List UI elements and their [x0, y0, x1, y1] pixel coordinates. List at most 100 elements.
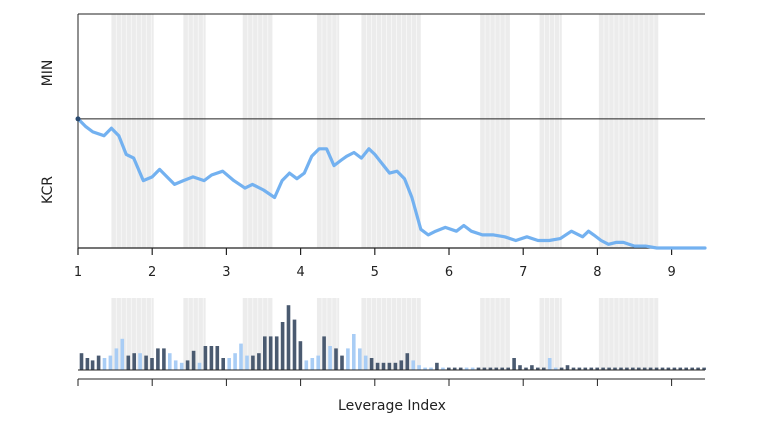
- volume-bar-91: [619, 367, 623, 370]
- volume-bar-17: [179, 362, 184, 370]
- volume-bar-81: [559, 367, 564, 370]
- x-tick-label-8: 8: [593, 265, 601, 280]
- volume-bar-11: [144, 355, 148, 370]
- volume-bar-80: [553, 367, 558, 370]
- volume-bar-10: [138, 353, 142, 370]
- volume-bar-67: [476, 367, 481, 370]
- volume-bar-71: [500, 367, 504, 370]
- volume-bar-59: [429, 367, 433, 370]
- volume-bar-44: [340, 355, 344, 370]
- volume-bar-56: [411, 360, 415, 370]
- volume-bar-97: [654, 367, 659, 370]
- volume-bars: [79, 305, 706, 370]
- volume-bar-61: [441, 367, 445, 370]
- volume-bar-95: [642, 367, 647, 370]
- volume-bar-52: [387, 362, 392, 370]
- volume-bar-84: [577, 367, 582, 370]
- volume-bar-41: [322, 336, 326, 370]
- volume-bar-8: [126, 355, 131, 370]
- volume-bar-100: [672, 367, 677, 370]
- volume-bar-37: [298, 341, 303, 370]
- volume-bar-53: [393, 362, 398, 370]
- volume-bar-45: [346, 348, 350, 370]
- volume-bar-9: [132, 353, 136, 370]
- volume-bar-49: [369, 358, 374, 370]
- volume-band-6: [539, 298, 562, 370]
- volume-bar-38: [304, 360, 309, 370]
- volume-bar-89: [607, 367, 611, 370]
- volume-bar-48: [363, 355, 368, 370]
- volume-bar-24: [221, 358, 225, 370]
- x-tick-label-4: 4: [296, 265, 304, 280]
- volume-bar-20: [197, 362, 202, 370]
- volume-bar-78: [542, 367, 546, 370]
- x-tick-labels: 1 2 3 4 5 6 7 8 9: [74, 265, 676, 280]
- volume-band-1: [183, 298, 206, 370]
- volume-bar-69: [488, 367, 493, 370]
- x-tick-marks: [77, 248, 673, 255]
- volume-bar-63: [452, 367, 457, 370]
- volume-bar-31: [263, 336, 267, 370]
- volume-bar-43: [334, 348, 338, 370]
- volume-bar-1: [85, 358, 90, 370]
- volume-bar-12: [150, 358, 154, 370]
- volume-bar-21: [203, 346, 208, 370]
- volume-bar-3: [96, 355, 101, 370]
- volume-bar-90: [613, 367, 617, 370]
- volume-bar-104: [696, 367, 700, 370]
- volume-bar-103: [690, 367, 694, 370]
- volume-bar-29: [251, 355, 255, 370]
- volume-bar-27: [239, 343, 243, 370]
- volume-bar-13: [156, 348, 160, 370]
- series-line: [76, 117, 707, 250]
- volume-bar-25: [227, 358, 231, 370]
- x-tick-label-7: 7: [519, 265, 527, 280]
- shaded-band-3: [316, 14, 340, 248]
- volume-bar-93: [631, 367, 635, 370]
- volume-bar-75: [524, 367, 528, 370]
- volume-bar-86: [589, 367, 594, 370]
- volume-bar-92: [625, 367, 629, 370]
- panel-label-min: MIN: [40, 60, 56, 87]
- x-tick-label-3: 3: [222, 265, 230, 280]
- volume-bar-5: [108, 355, 113, 370]
- volume-bar-42: [328, 346, 332, 370]
- volume-bar-22: [209, 346, 214, 370]
- volume-bar-57: [417, 365, 421, 370]
- volume-bar-73: [512, 358, 516, 370]
- volume-bar-66: [470, 367, 475, 370]
- shaded-band-6: [539, 14, 562, 248]
- volume-bar-23: [215, 346, 220, 370]
- volume-bar-79: [547, 358, 552, 370]
- volume-bar-65: [464, 367, 469, 370]
- volume-bar-55: [405, 353, 410, 370]
- volume-bar-96: [648, 367, 653, 370]
- volume-bar-18: [185, 360, 190, 370]
- volume-bar-15: [168, 353, 172, 370]
- volume-bar-16: [173, 360, 178, 370]
- volume-bar-51: [381, 362, 386, 370]
- x-tick-label-9: 9: [667, 265, 675, 280]
- volume-bar-4: [102, 358, 107, 370]
- volume-bar-46: [352, 334, 356, 370]
- volume-bar-39: [310, 358, 315, 370]
- volume-bar-32: [268, 336, 273, 370]
- series-start-marker: [75, 116, 81, 122]
- volume-bar-88: [601, 367, 605, 370]
- volume-bar-85: [583, 367, 588, 370]
- volume-bar-33: [274, 336, 279, 370]
- volume-bar-40: [316, 355, 320, 370]
- volume-bar-58: [423, 367, 427, 370]
- x-axis-title: Leverage Index: [338, 398, 446, 414]
- main-shaded-bands: [111, 14, 659, 248]
- volume-bar-83: [571, 367, 576, 370]
- volume-bar-50: [375, 362, 380, 370]
- volume-tick-marks: [77, 379, 673, 386]
- volume-bar-19: [191, 350, 196, 370]
- x-tick-label-2: 2: [148, 265, 156, 280]
- volume-bar-68: [482, 367, 487, 370]
- volume-shaded-bands: [111, 298, 659, 370]
- volume-bar-82: [565, 365, 570, 370]
- volume-bar-36: [292, 319, 297, 370]
